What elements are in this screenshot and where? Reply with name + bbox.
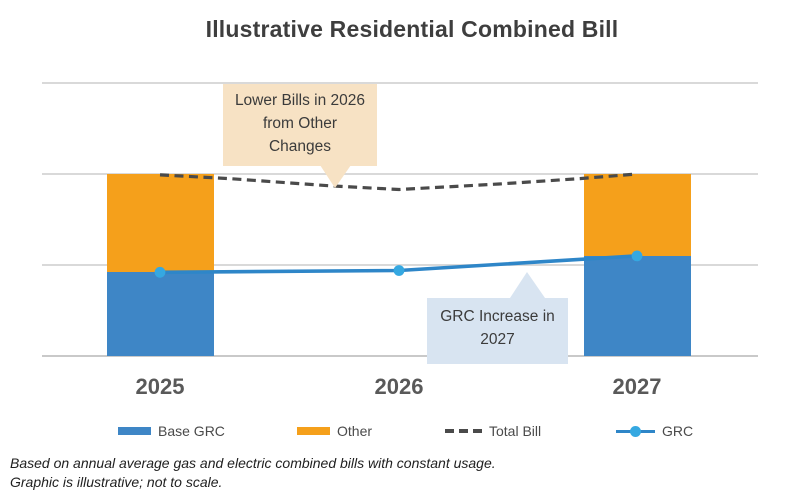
legend-item-base-grc: Base GRC bbox=[118, 420, 225, 442]
other-swatch-icon bbox=[297, 427, 330, 435]
footnote-line1: Based on annual average gas and electric… bbox=[10, 455, 496, 471]
x-axis-label-2025: 2025 bbox=[135, 374, 185, 399]
bar-other-2027 bbox=[583, 174, 691, 256]
legend-label-other: Other bbox=[337, 423, 373, 439]
bar-other-2025 bbox=[106, 174, 214, 273]
legend-item-other: Other bbox=[297, 420, 372, 442]
callout-lower-bills-line2: from Other bbox=[262, 115, 338, 132]
grc-line-dot-swatch-icon bbox=[616, 425, 655, 437]
callout-pointer-up-icon bbox=[510, 272, 545, 298]
callout-lower-bills-line3: Changes bbox=[268, 138, 332, 155]
legend-label-grc: GRC bbox=[662, 423, 694, 439]
gridline bbox=[42, 82, 758, 84]
callout-grc-increase-line1: GRC Increase in bbox=[440, 308, 555, 325]
legend-item-total-bill: Total Bill bbox=[445, 420, 541, 442]
x-axis-label-2026: 2026 bbox=[374, 374, 424, 399]
legend-item-grc: GRC bbox=[616, 420, 693, 442]
total-bill-line bbox=[159, 172, 638, 192]
callout-grc-increase-line2: 2027 bbox=[480, 331, 515, 348]
base-grc-swatch-icon bbox=[118, 427, 151, 435]
callout-grc-increase: GRC Increase in 2027 bbox=[427, 272, 568, 364]
chart-legend: Base GRC Other Total Bill GRC bbox=[0, 420, 800, 442]
callout-lower-bills-line1: Lower Bills in 2026 bbox=[234, 92, 366, 109]
legend-label-base-grc: Base GRC bbox=[158, 423, 225, 439]
footnotes: Based on annual average gas and electric… bbox=[10, 454, 496, 492]
grc-marker-2026 bbox=[393, 265, 405, 276]
bar-base-grc-2025 bbox=[106, 272, 214, 356]
bar-base-grc-2027 bbox=[583, 255, 691, 356]
chart-title: Illustrative Residential Combined Bill bbox=[205, 16, 619, 42]
total-bill-dash-swatch-icon bbox=[445, 429, 482, 433]
legend-label-total-bill: Total Bill bbox=[489, 423, 542, 439]
callout-lower-bills: Lower Bills in 2026 from Other Changes bbox=[223, 84, 377, 188]
footnote-line2: Graphic is illustrative; not to scale. bbox=[10, 474, 223, 490]
x-axis-label-2027: 2027 bbox=[612, 374, 662, 399]
callout-pointer-down-icon bbox=[320, 165, 351, 188]
gridline bbox=[42, 355, 758, 357]
